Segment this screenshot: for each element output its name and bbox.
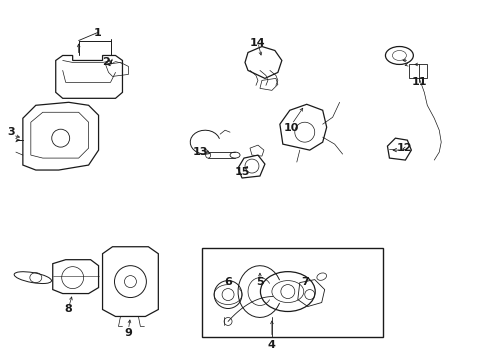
Text: 8: 8 (65, 305, 72, 315)
Text: 4: 4 (267, 340, 275, 350)
Text: 2: 2 (102, 58, 109, 67)
Text: 9: 9 (124, 328, 132, 338)
Text: 1: 1 (94, 28, 101, 37)
Text: 12: 12 (396, 143, 411, 153)
Bar (202, 248, 383, 337)
Text: 15: 15 (234, 167, 249, 177)
Text: 10: 10 (284, 123, 299, 133)
Text: 14: 14 (250, 37, 265, 48)
Text: 3: 3 (7, 127, 15, 137)
Text: 6: 6 (224, 276, 231, 287)
Text: 7: 7 (300, 276, 308, 287)
Text: 5: 5 (256, 276, 263, 287)
Text: 11: 11 (411, 77, 426, 87)
Text: 13: 13 (192, 147, 207, 157)
